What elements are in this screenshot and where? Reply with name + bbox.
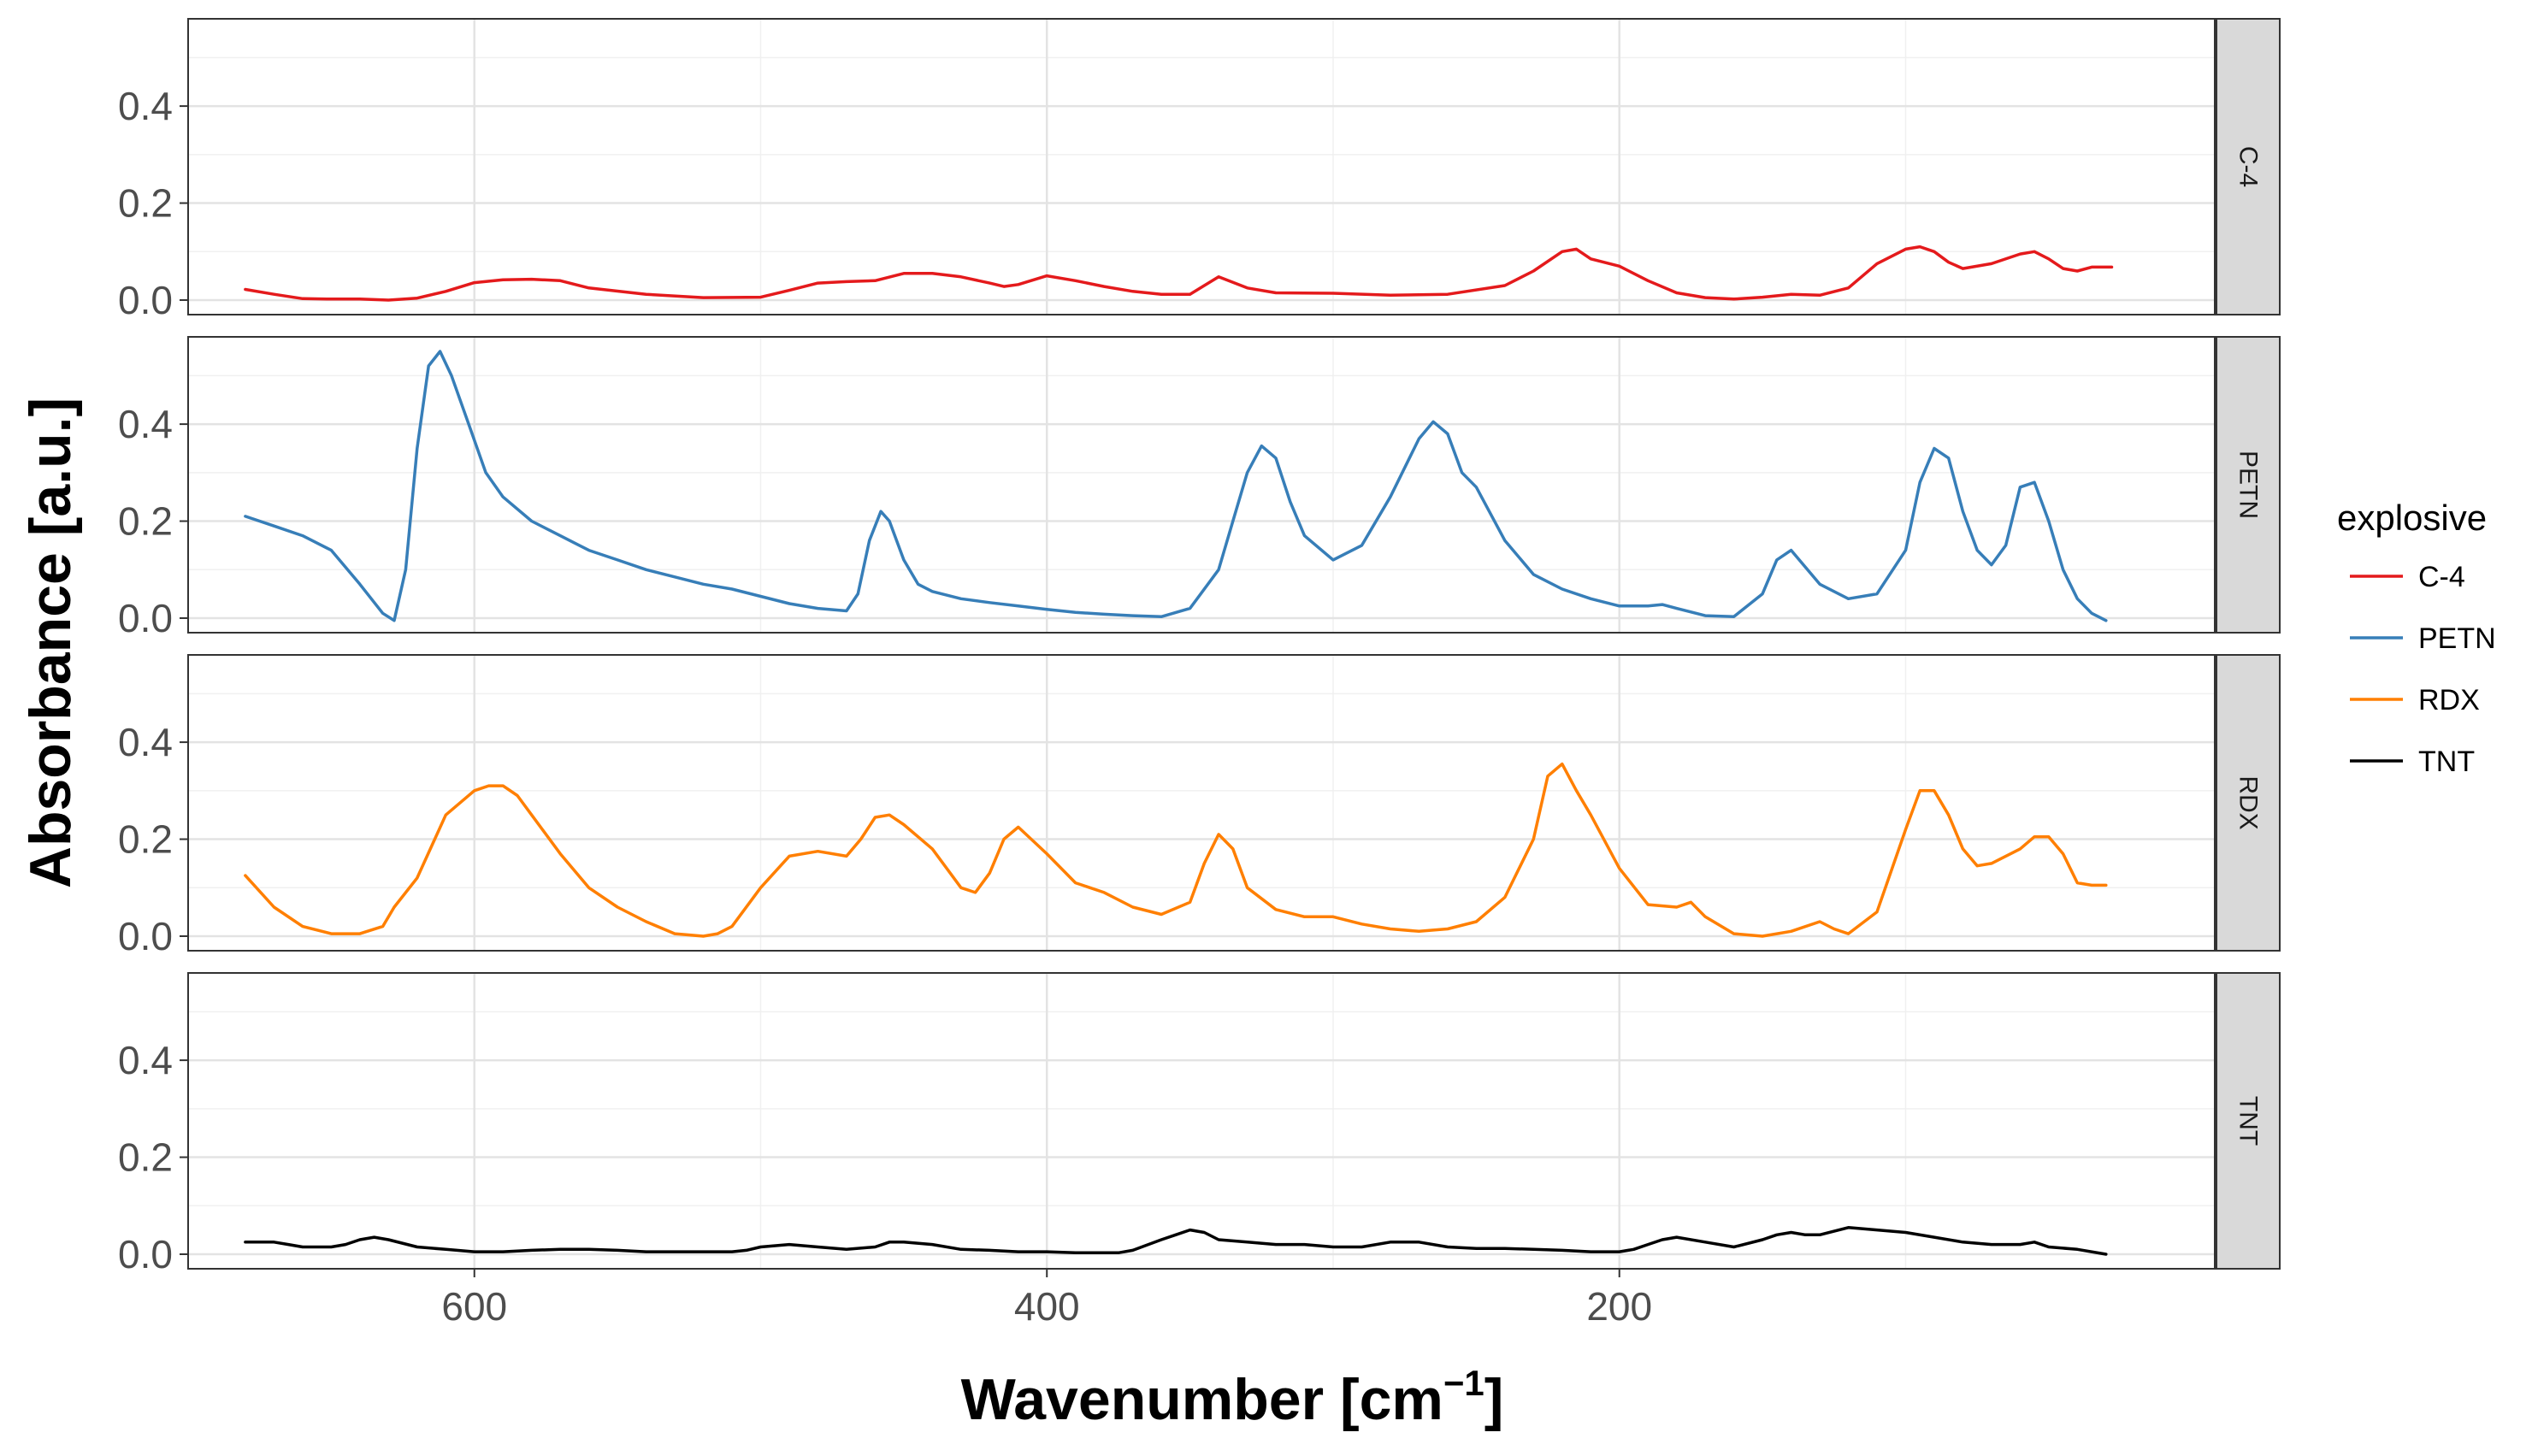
y-tick-label: 0.0	[118, 278, 173, 322]
panel-c-4: 0.0 0.2 0.4 C-4	[118, 18, 2281, 322]
panel-background	[188, 973, 2215, 1269]
legend: explosive C-4 PETN RDX TNT	[2337, 498, 2496, 778]
panel-background	[188, 19, 2215, 315]
legend-item-petn: PETN	[2350, 622, 2496, 655]
panels: 0.00.20.4C-40.00.20.4PETN0.00.20.4RDX0.0…	[118, 18, 2281, 1276]
y-tick-label: 0.0	[118, 1232, 173, 1276]
panel-border	[187, 336, 2216, 634]
x-tick-label: 400	[1014, 1284, 1080, 1329]
facet-strip-label: PETN	[2234, 451, 2263, 519]
series-line-c-4	[244, 245, 2114, 302]
facet-strip-label: C-4	[2234, 146, 2263, 187]
panel-petn: 0.0 0.2 0.4 PETN	[118, 336, 2281, 640]
x-axis: 600 400 200	[441, 1269, 1652, 1329]
y-tick-label: 0.4	[118, 720, 173, 764]
y-tick-label: 0.2	[118, 181, 173, 226]
legend-item-rdx: RDX	[2350, 684, 2480, 716]
legend-item-tnt: TNT	[2350, 746, 2475, 778]
panel-background	[188, 337, 2215, 633]
facet-strip	[2216, 336, 2281, 634]
y-tick-label: 0.4	[118, 84, 173, 128]
y-tick-label: 0.4	[118, 402, 173, 446]
legend-label: RDX	[2418, 684, 2480, 716]
facet-strip-label: TNT	[2234, 1096, 2263, 1146]
x-tick-label: 600	[441, 1284, 507, 1329]
facet-strip	[2216, 654, 2281, 952]
series-line-petn	[244, 350, 2108, 622]
series-line-rdx	[244, 762, 2108, 938]
legend-label: TNT	[2418, 746, 2475, 778]
panel-border	[187, 654, 2216, 952]
x-axis-title-main: Wavenumber [cm	[961, 1367, 1443, 1432]
x-axis-title: Wavenumber [cm−1]	[961, 1363, 1504, 1432]
x-tick-label: 200	[1586, 1284, 1652, 1329]
y-tick-label: 0.2	[118, 499, 173, 544]
series-line-tnt	[244, 1226, 2108, 1256]
facet-strip	[2216, 972, 2281, 1270]
facet-strip	[2216, 18, 2281, 315]
panel-border	[187, 972, 2216, 1270]
x-axis-title-superscript: −1	[1443, 1363, 1484, 1403]
panel-border	[187, 18, 2216, 315]
legend-title: explosive	[2337, 498, 2487, 538]
panel-background	[188, 655, 2215, 951]
panel-rdx: 0.0 0.2 0.4 RDX	[118, 654, 2281, 958]
legend-items: C-4 PETN RDX TNT	[2350, 561, 2496, 778]
legend-label: PETN	[2418, 622, 2496, 655]
y-tick-label: 0.4	[118, 1038, 173, 1082]
panel-tnt: 0.0 0.2 0.4 TNT	[118, 972, 2281, 1276]
y-tick-label: 0.2	[118, 817, 173, 862]
y-tick-label: 0.0	[118, 914, 173, 958]
legend-item-c-4: C-4	[2350, 561, 2465, 593]
y-axis-title: Absorbance [a.u.]	[18, 398, 83, 888]
y-tick-label: 0.0	[118, 596, 173, 640]
legend-label: C-4	[2418, 561, 2465, 593]
y-tick-label: 0.2	[118, 1135, 173, 1180]
facet-strip-label: RDX	[2234, 775, 2263, 829]
x-axis-title-end: ]	[1484, 1367, 1504, 1432]
